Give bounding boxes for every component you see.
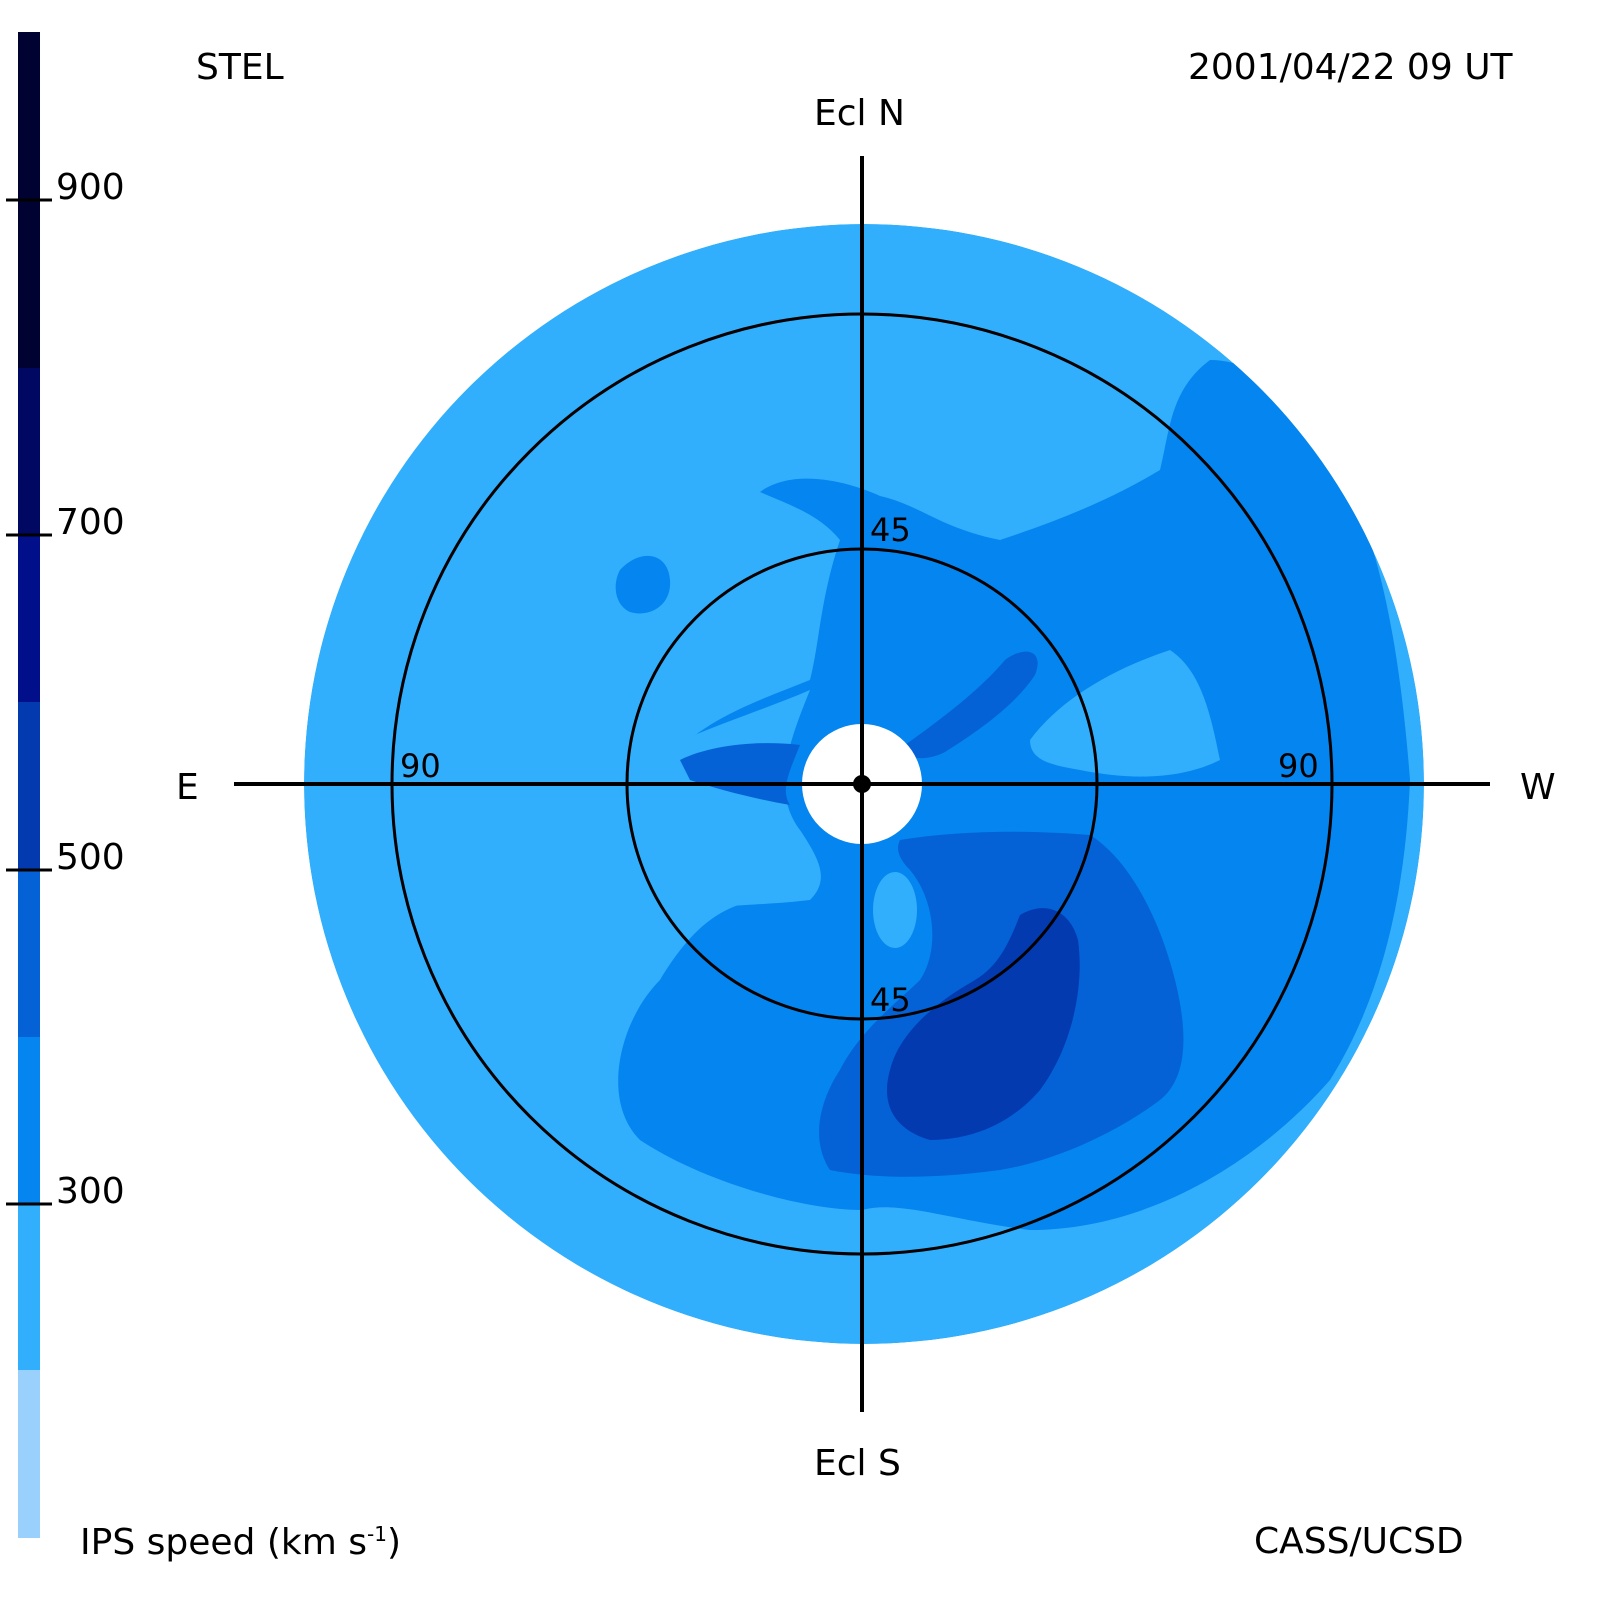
colorbar: [6, 32, 52, 1538]
region-light-patch-right: [1030, 650, 1220, 777]
region-light-oval: [873, 872, 917, 948]
region-left-spot: [615, 555, 671, 614]
colorbar-band-200-300: [18, 1370, 40, 1538]
ring-label-90-left: 90: [400, 747, 441, 785]
colorbar-band-300-400: [18, 1204, 40, 1370]
direction-east-label: E: [176, 767, 199, 808]
colorbar-band-500-600: [18, 870, 40, 1037]
ring-label-45-bottom: 45: [870, 981, 911, 1019]
ring-label-45-top: 45: [870, 511, 911, 549]
ring-label-90-right: 90: [1278, 747, 1319, 785]
colorbar-title-end: ): [386, 1522, 401, 1563]
region-arm-northwest: [905, 651, 1038, 759]
timestamp-label: 2001/04/22 09 UT: [1188, 47, 1513, 88]
region-north-band: [618, 360, 1410, 1230]
direction-west-label: W: [1520, 767, 1556, 808]
colorbar-title-exponent: -1: [366, 1522, 387, 1546]
colorbar-tick-label-700: 700: [56, 502, 125, 543]
colorbar-tick-label-300: 300: [56, 1171, 125, 1212]
station-label: STEL: [196, 47, 284, 88]
region-arm-east: [680, 743, 800, 805]
colorbar-tick-label-500: 500: [56, 837, 125, 878]
colorbar-band-700-800: [18, 535, 40, 702]
colorbar-title-main: IPS speed (km s: [80, 1522, 367, 1563]
colorbar-band-400-500: [18, 1037, 40, 1204]
colorbar-band-800-900: [18, 368, 40, 535]
colorbar-tick-label-900: 900: [56, 167, 125, 208]
colorbar-band-600-700: [18, 702, 40, 870]
credit-label: CASS/UCSD: [1254, 1521, 1464, 1562]
region-core-fast: [886, 908, 1080, 1140]
direction-north-label: Ecl N: [814, 93, 905, 134]
direction-south-label: Ecl S: [814, 1443, 901, 1484]
colorbar-title: IPS speed (km s-1): [80, 1524, 401, 1561]
